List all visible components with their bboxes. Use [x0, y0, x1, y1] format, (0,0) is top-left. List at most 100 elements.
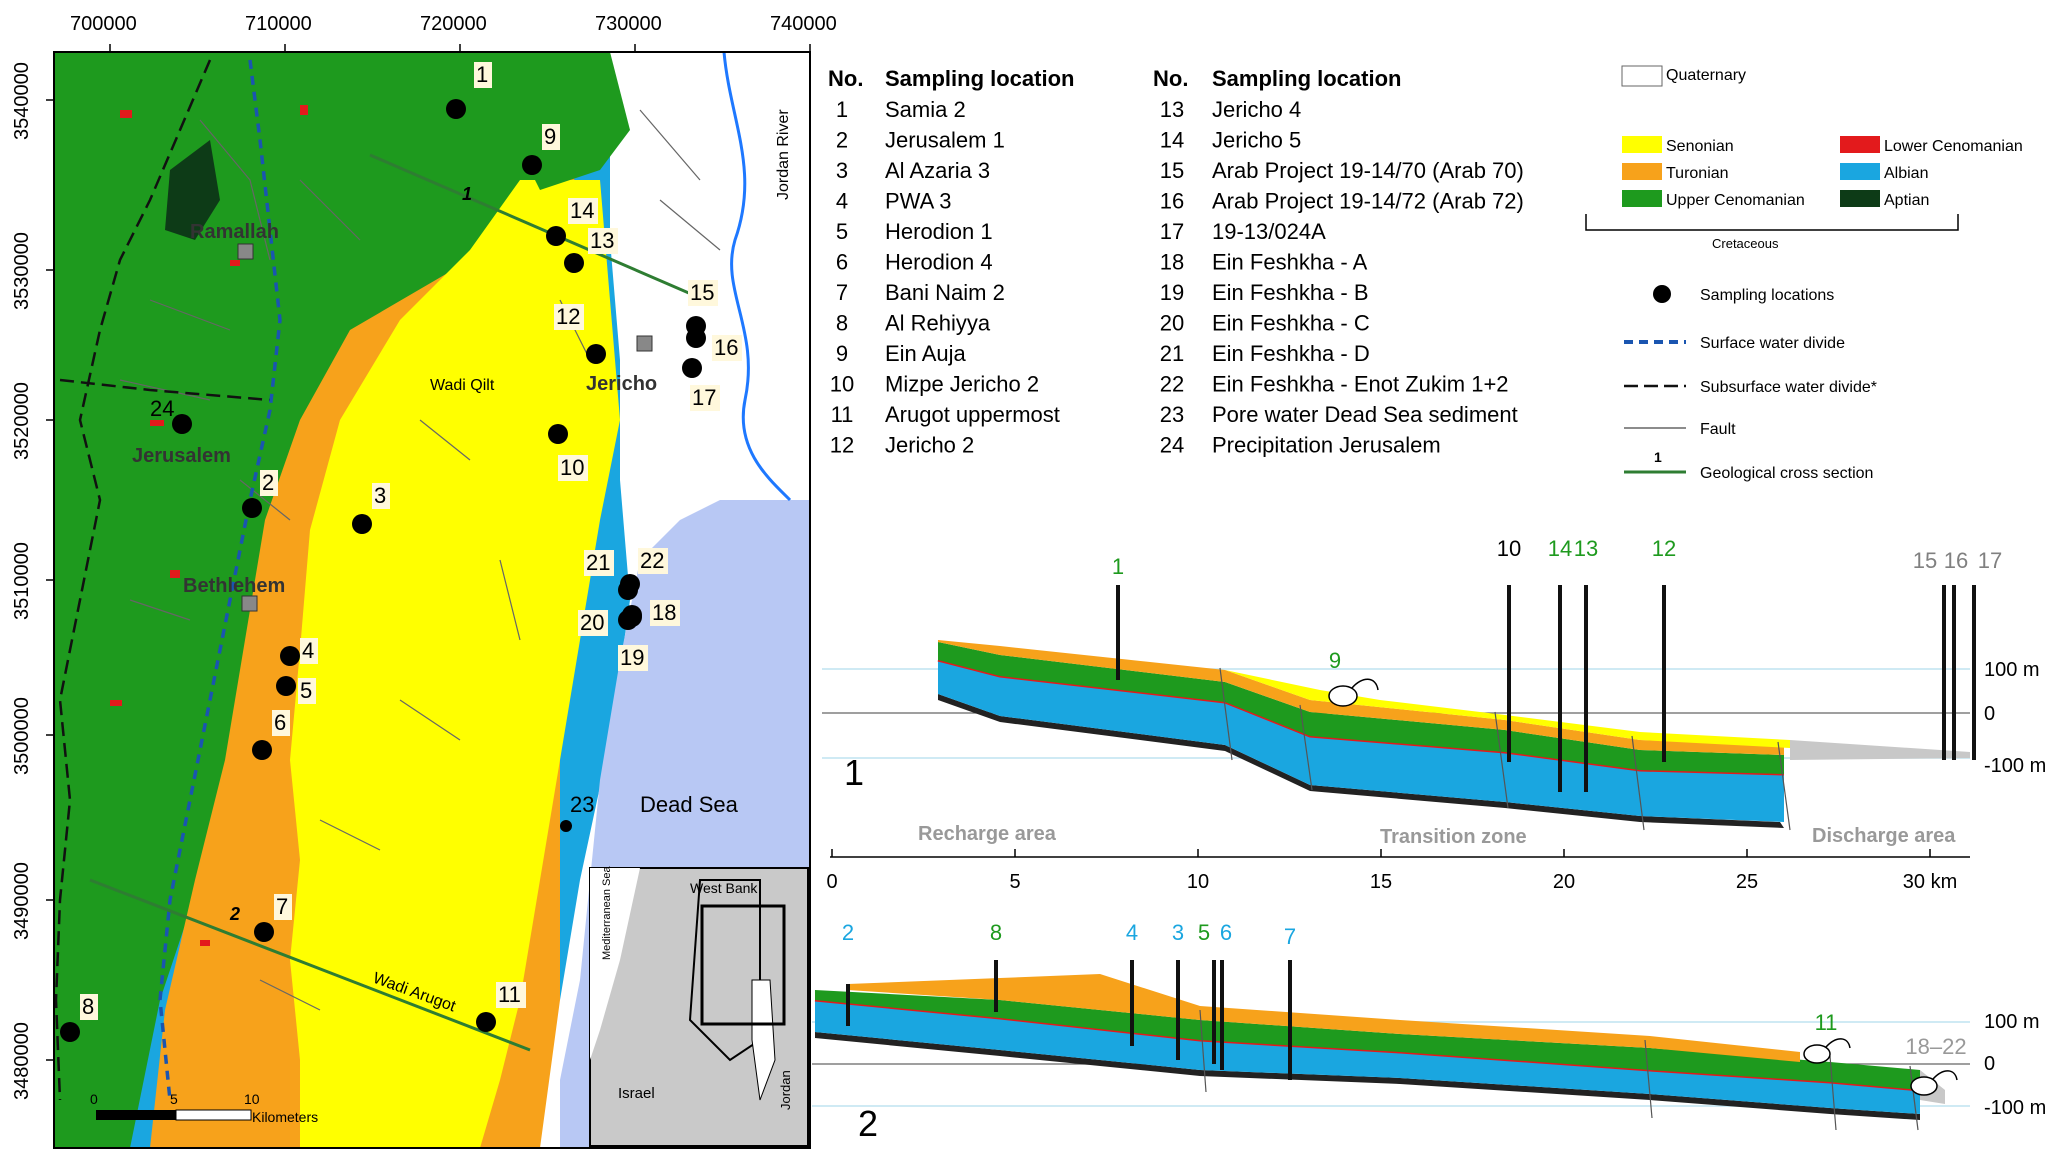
sampling-point-1[interactable] — [446, 99, 466, 119]
sampling-point-13[interactable] — [564, 253, 584, 273]
section2-label: 2 — [858, 1103, 878, 1144]
legend-cretaceous-label: Cretaceous — [1712, 236, 1779, 251]
sampling-point-8[interactable] — [60, 1022, 80, 1042]
sampling-point-24[interactable] — [172, 414, 192, 434]
sampling-point-6[interactable] — [252, 740, 272, 760]
map-x-axis: 700000 710000 720000 730000 740000 — [70, 13, 837, 52]
sampling-point-3[interactable] — [352, 514, 372, 534]
section2-turonian — [848, 974, 1800, 1062]
sampling-point-9[interactable] — [522, 155, 542, 175]
table-row-no: 20 — [1160, 311, 1184, 336]
section1-label: 1 — [844, 752, 864, 793]
sampling-point-14[interactable] — [546, 226, 566, 246]
table-row-location: 19-13/024A — [1212, 219, 1326, 244]
table-row-location: Pore water Dead Sea sediment — [1212, 402, 1518, 427]
sampling-point-label-19: 19 — [620, 645, 644, 670]
map-x-tick-label: 710000 — [245, 13, 312, 35]
dead-sea-label: Dead Sea — [640, 792, 739, 817]
sampling-point-2[interactable] — [242, 498, 262, 518]
sampling-point-11[interactable] — [476, 1012, 496, 1032]
ramallah-marker — [237, 243, 254, 260]
table-row-no: 4 — [836, 189, 848, 214]
subsurface-water-divide — [54, 59, 212, 1101]
section2-well-3-label: 3 — [1172, 920, 1184, 945]
map-y-tick-label: 3510000 — [11, 542, 33, 620]
sampling-point-label-3: 3 — [374, 483, 386, 508]
sampling-point-20[interactable] — [618, 610, 638, 630]
section2-well-7-label: 7 — [1284, 924, 1296, 949]
map-labels: Ramallah Jerusalem Bethlehem Jericho Wad… — [132, 109, 792, 1016]
table-row-location: Ein Feshkha - D — [1212, 341, 1370, 366]
cross-section-2: 2 8 4 3 5 6 7 11 18–22 100 m 0 -100 m 2 — [812, 920, 2046, 1144]
inset-west-bank: West Bank — [690, 880, 758, 896]
table-row-location: PWA 3 — [885, 189, 951, 214]
table-row-location: Mizpe Jericho 2 — [885, 372, 1039, 397]
cross-section-line-1 — [369, 153, 706, 302]
sampling-point-label-bg — [690, 385, 720, 411]
sampling-point-label-bg — [688, 280, 718, 306]
sampling-point-label-bg — [650, 600, 680, 626]
sampling-point-label-23: 23 — [570, 792, 594, 817]
sampling-point-label-11: 11 — [498, 982, 521, 1007]
section2-well-2-label: 2 — [842, 920, 854, 945]
sampling-point-label-17: 17 — [692, 385, 716, 410]
sampling-point-label-8: 8 — [82, 994, 94, 1019]
sampling-point-label-12: 12 — [556, 304, 580, 329]
table-row-no: 1 — [836, 97, 848, 122]
section1-tick-label: 10 — [1187, 871, 1209, 893]
section1-wells: 10 1 14 13 12 9 15 16 17 — [1112, 536, 2002, 792]
table-row-no: 18 — [1160, 250, 1184, 275]
sampling-point-4[interactable] — [280, 646, 300, 666]
scale-tick-5: 5 — [170, 1091, 178, 1107]
table-header-no-1: No. — [828, 66, 863, 91]
sampling-point-label-4: 4 — [302, 638, 314, 663]
legend-aptian-swatch — [1840, 190, 1880, 207]
section1-spring-9-label: 9 — [1329, 648, 1341, 673]
jerusalem-label: Jerusalem — [132, 445, 231, 467]
section1-quaternary — [1790, 740, 1970, 760]
table-row-no: 15 — [1160, 158, 1184, 183]
sampling-point-16[interactable] — [686, 328, 706, 348]
section1-tick-label: 30 km — [1903, 871, 1957, 893]
table-column-2: 13 Jericho 4 14 Jericho 5 15 Arab Project 19-… — [1160, 97, 1524, 458]
table-row-location: Arugot uppermost — [885, 402, 1060, 427]
legend-sampling-symbol — [1653, 285, 1671, 303]
table-row-location: Precipitation Jerusalem — [1212, 433, 1441, 458]
table-row-no: 22 — [1160, 372, 1184, 397]
legend-subsurface-divide-label: Subsurface water divide* — [1700, 379, 1877, 396]
sampling-point-7[interactable] — [254, 922, 274, 942]
map-x-tick-label: 700000 — [70, 13, 137, 35]
sampling-point-label-bg — [260, 470, 278, 496]
sampling-point-label-bg — [554, 304, 584, 330]
sampling-point-12[interactable] — [586, 344, 606, 364]
map-y-tick-label: 3480000 — [11, 1022, 33, 1100]
sampling-point-10[interactable] — [548, 424, 568, 444]
sampling-point-5[interactable] — [276, 676, 296, 696]
surface-water-divide — [158, 59, 282, 1101]
sampling-point-22[interactable] — [620, 574, 640, 594]
section1-turonian — [938, 640, 1784, 755]
section2-elev-minus100: -100 m — [1984, 1097, 2046, 1119]
legend-fault-label: Fault — [1700, 421, 1736, 438]
sampling-point-17[interactable] — [682, 358, 702, 378]
sampling-point-label-10: 10 — [560, 455, 584, 480]
legend-cross-section-label: Geological cross section — [1700, 465, 1873, 482]
table-row-location: Ein Feshkha - B — [1212, 280, 1369, 305]
sampling-point-label-bg — [712, 335, 742, 361]
section1-well-16-label: 16 — [1944, 548, 1968, 573]
sampling-point-label-bg — [578, 610, 608, 636]
sampling-point-23[interactable] — [560, 820, 572, 832]
scale-unit: Kilometers — [252, 1109, 318, 1125]
table-column-1: 1 Samia 2 2 Jerusalem 1 3 Al Azaria 3 4 PWA 3 5 H… — [830, 97, 1060, 458]
sampling-point-label-16: 16 — [714, 335, 738, 360]
map-y-tick-label: 3520000 — [11, 382, 33, 460]
inset-map: West Bank Mediterranean Sea Israel Jorda… — [589, 866, 809, 1147]
table-header-no-2: No. — [1153, 66, 1188, 91]
section1-well-14-label: 14 — [1548, 536, 1572, 561]
section1-zone-discharge: Discharge area — [1812, 825, 1956, 847]
sampling-point-label-5: 5 — [300, 678, 312, 703]
inset-jordan: Jordan — [778, 1070, 793, 1110]
sampling-point-label-24: 24 — [150, 396, 174, 421]
section1-tick-label: 25 — [1736, 871, 1758, 893]
